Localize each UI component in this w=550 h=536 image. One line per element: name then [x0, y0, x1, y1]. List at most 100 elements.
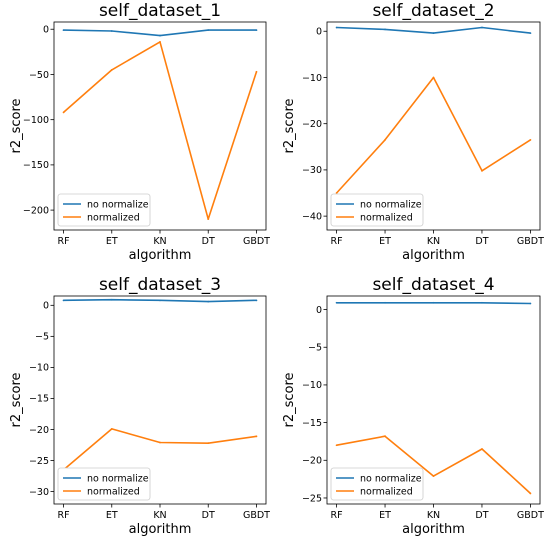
data-point	[62, 111, 65, 114]
legend-box	[57, 193, 151, 227]
x-tick-label: GBDT	[517, 236, 544, 247]
data-point	[481, 169, 483, 172]
x-axis-label: algorithm	[402, 248, 465, 263]
data-point	[481, 448, 483, 450]
series-line	[62, 428, 257, 471]
legend-label: no normalize	[360, 473, 422, 484]
legend-label: normalized	[360, 212, 413, 223]
y-tick-label: −50	[29, 70, 49, 81]
chart-title: self_dataset_2	[372, 1, 494, 21]
data-point	[110, 427, 113, 430]
data-point	[481, 301, 483, 304]
data-point	[110, 69, 113, 71]
series-no-normalize	[62, 298, 258, 303]
y-tick-label: −10	[29, 363, 49, 374]
y-axis-label: r2_score	[282, 98, 297, 153]
y-tick-label: −25	[302, 493, 322, 504]
data-point	[255, 435, 258, 438]
y-tick-label: −10	[302, 73, 322, 84]
x-tick-label: RF	[331, 510, 343, 521]
chart-panel-1: self_dataset_1 0 −50 −100 −150 −200 RF ET KN DT GB…	[9, 1, 270, 263]
data-point	[207, 442, 210, 445]
data-point	[335, 301, 338, 304]
y-tick-label: 0	[43, 301, 49, 312]
y-axis-label: r2_score	[9, 98, 24, 153]
y-tick-label: −150	[23, 160, 49, 171]
legend: no normalize normalized	[330, 467, 424, 501]
data-point	[159, 40, 161, 43]
data-point	[384, 138, 386, 141]
x-tick-label: RF	[58, 510, 70, 521]
data-point	[432, 76, 435, 79]
data-point	[159, 441, 161, 444]
chart-title: self_dataset_1	[99, 1, 221, 21]
x-tick-label: DT	[475, 236, 488, 247]
legend-box	[57, 467, 151, 501]
y-axis-label: r2_score	[9, 372, 24, 427]
data-point	[335, 444, 338, 447]
x-tick-label: DT	[202, 510, 215, 521]
legend: no normalize normalized	[57, 193, 151, 227]
y-tick-label: −20	[29, 425, 49, 436]
legend-box	[330, 467, 424, 501]
y-tick-label: −10	[302, 380, 322, 391]
y-tick-label: −5	[35, 332, 49, 343]
x-tick-label: RF	[58, 236, 70, 247]
series-normalized	[335, 76, 532, 194]
data-point	[159, 34, 161, 37]
y-tick-label: −5	[308, 343, 322, 354]
chart-title: self_dataset_3	[99, 275, 221, 295]
x-tick-label: ET	[379, 510, 391, 521]
chart-panel-2: self_dataset_2 0 −10 −20 −30 −40 RF ET KN DT GBDT a…	[282, 1, 544, 263]
data-point	[207, 300, 210, 303]
data-point	[110, 30, 113, 32]
x-tick-label: KN	[427, 236, 440, 247]
x-tick-label: ET	[379, 236, 391, 247]
x-tick-label: GBDT	[243, 510, 270, 521]
data-point	[529, 138, 532, 141]
x-tick-label: RF	[331, 236, 343, 247]
x-tick-label: KN	[153, 236, 166, 247]
data-point	[255, 70, 258, 73]
x-tick-label: ET	[106, 236, 118, 247]
legend-box	[330, 193, 424, 227]
x-tick-label: GBDT	[243, 236, 270, 247]
x-axis-label: algorithm	[129, 522, 192, 536]
data-point	[207, 29, 210, 32]
y-tick-label: −100	[23, 115, 49, 126]
data-point	[110, 298, 113, 301]
y-tick-label: 0	[316, 27, 322, 38]
series-normalized	[62, 427, 258, 471]
data-point	[529, 302, 532, 305]
chart-panel-4: self_dataset_4 0 −5 −10 −15 −20 −25 RF ET KN DT GBD…	[282, 275, 544, 536]
y-tick-label: −30	[29, 487, 49, 498]
chart-title: self_dataset_4	[372, 275, 494, 295]
data-point	[335, 26, 338, 29]
data-point	[335, 192, 338, 194]
series-line	[336, 76, 531, 194]
legend-label: normalized	[87, 212, 140, 223]
series-no-normalize	[62, 29, 258, 37]
legend-label: no normalize	[87, 199, 149, 210]
y-tick-label: −20	[302, 119, 322, 130]
legend-label: normalized	[360, 486, 413, 497]
data-point	[432, 475, 435, 478]
y-tick-label: −200	[23, 205, 49, 216]
data-point	[62, 29, 65, 32]
chart-panel-3: self_dataset_3 0 −5 −10 −15 −20 −25 −30 RF ET KN DT…	[9, 275, 270, 536]
data-point	[384, 28, 386, 31]
data-point	[384, 435, 386, 438]
y-tick-label: −30	[302, 165, 322, 176]
legend: no normalize normalized	[330, 193, 424, 227]
x-axis-label: algorithm	[402, 522, 465, 536]
data-point	[481, 26, 483, 29]
y-tick-label: −15	[302, 418, 322, 429]
series-no-normalize	[335, 26, 532, 34]
series-normalized	[335, 435, 532, 495]
data-point	[62, 299, 65, 302]
data-point	[529, 32, 532, 34]
x-tick-label: KN	[153, 510, 166, 521]
legend-label: no normalize	[360, 199, 422, 210]
y-tick-label: −40	[302, 211, 322, 222]
y-tick-label: 0	[43, 25, 49, 36]
